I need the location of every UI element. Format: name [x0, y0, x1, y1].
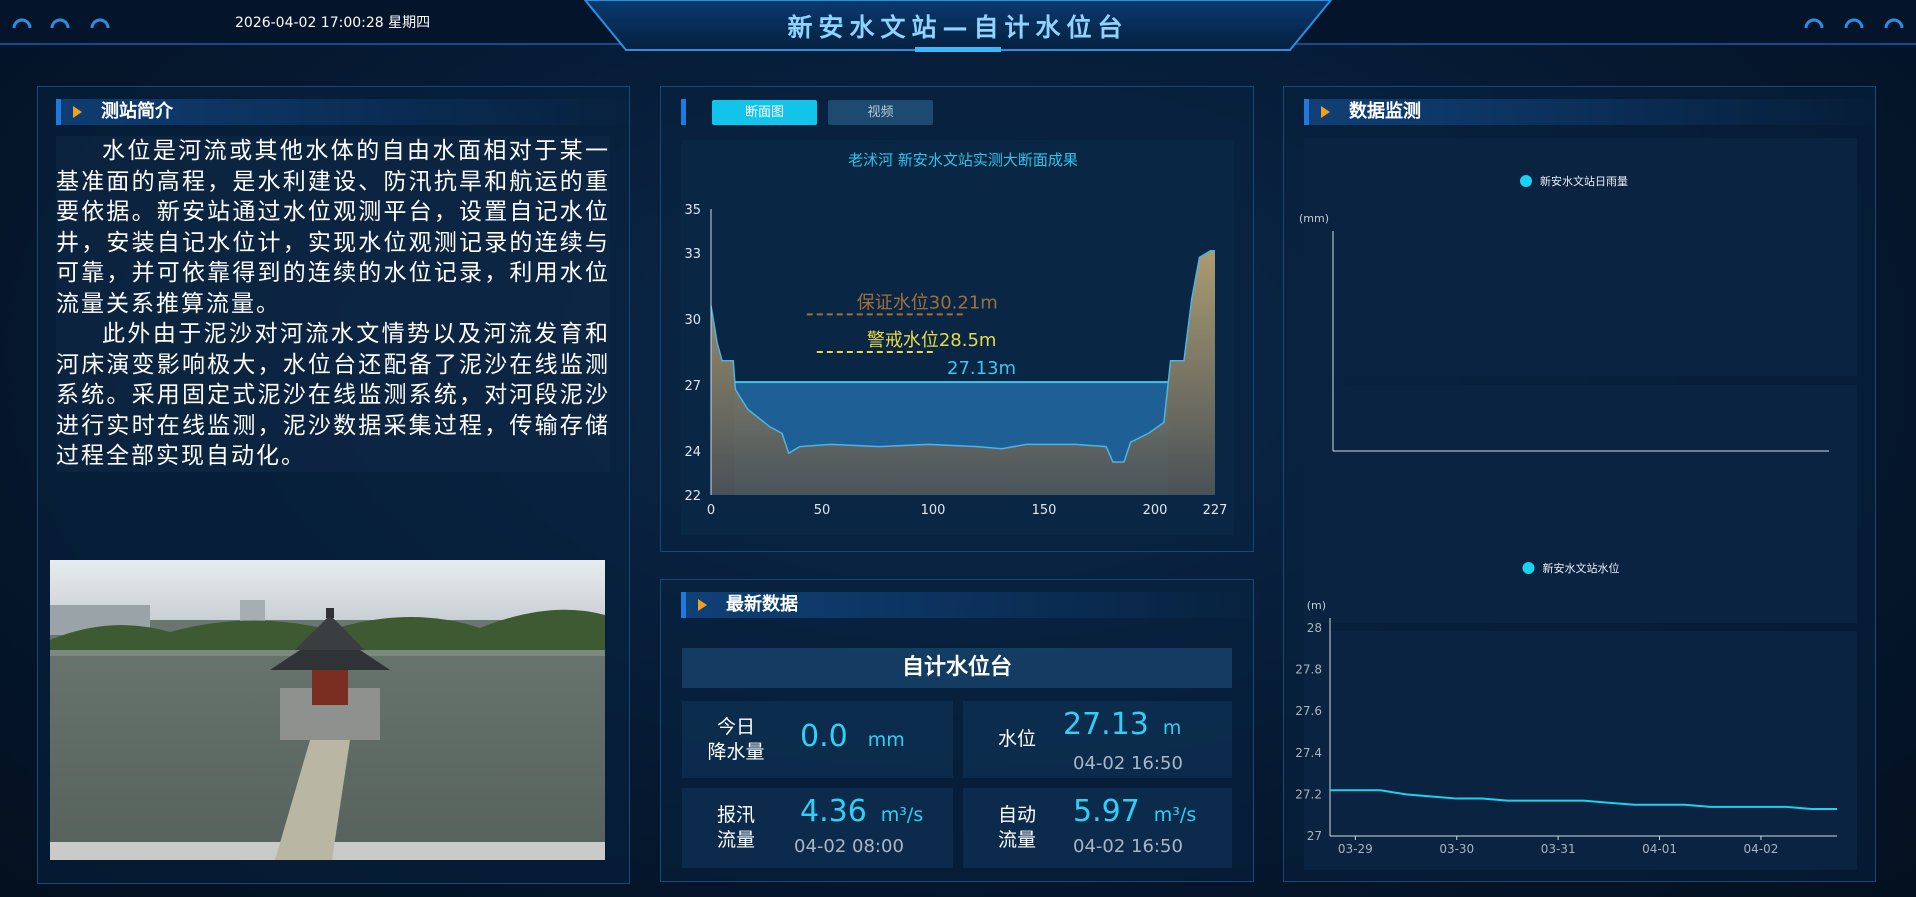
header-icons [12, 18, 1904, 29]
y-tick-label: 27 [1307, 829, 1322, 843]
chart-title: 老沭河 新安水文站实测大断面成果 [848, 151, 1078, 169]
y-tick-label: 24 [684, 445, 701, 460]
legend-marker [1520, 175, 1532, 187]
series-line [1330, 789, 1837, 810]
x-tick-label: 227 [1203, 503, 1228, 518]
reference-label: 警戒水位28.5m [867, 330, 997, 351]
y-tick-label: 27.2 [1295, 787, 1322, 801]
y-tick-label: 30 [684, 313, 701, 328]
data-cell: 水位 27.13 m 04-02 16:50 [963, 701, 1232, 778]
station-photo [50, 560, 605, 860]
cell-value: 4.36 [800, 794, 867, 829]
cell-time: 04-02 16:50 [1073, 836, 1183, 857]
y-tick-label: 27 [684, 379, 701, 394]
header-center [583, 0, 1333, 51]
cell-label: 报汛 流量 [716, 804, 755, 851]
riverbed-profile [710, 250, 1215, 463]
data-cell: 今日 降水量 0.0 mm [682, 701, 953, 778]
latest-subtitle: 自计水位台 [682, 648, 1232, 688]
data-cell: 自动 流量 5.97 m³/s 04-02 16:50 [963, 788, 1232, 868]
section-title: 最新数据 [681, 592, 1266, 618]
x-tick-label: 150 [1032, 503, 1057, 518]
cell-value: 5.97 [1073, 794, 1140, 829]
cell-label: 自动 流量 [997, 804, 1036, 851]
data-cell: 报汛 流量 4.36 m³/s 04-02 08:00 [682, 788, 953, 868]
legend-marker [1522, 562, 1535, 574]
datetime: 2026-04-02 17:00:28 星期四 [235, 15, 431, 31]
cell-unit: m³/s [880, 804, 924, 826]
y-tick-label: 27.8 [1295, 663, 1322, 677]
y-axis-label: (m) [1307, 599, 1326, 612]
y-tick-label: 28 [1307, 621, 1322, 635]
paragraph: 此外由于泥沙对河流水文情势以及河流发育和河床演变影响极大，水位台还配备了泥沙在线… [56, 321, 610, 469]
y-axis-label: (mm) [1299, 212, 1329, 225]
latest-panel [660, 579, 1254, 882]
cell-value: 0.0 [800, 719, 848, 754]
x-tick-label: 04-01 [1642, 842, 1677, 856]
section-marker [681, 99, 686, 125]
paragraph: 水位是河流或其他水体的自由水面相对于某一基准面的高程，是水利建设、防汛抗旱和航运… [56, 138, 610, 317]
cell-label: 今日 降水量 [707, 715, 765, 763]
section-title: 数据监测 [1304, 99, 1889, 125]
tab[interactable]: 断面图 [712, 100, 817, 125]
x-tick-label: 50 [814, 503, 831, 518]
y-tick-label: 27.4 [1295, 746, 1322, 760]
legend-label: 新安水文站水位 [1543, 561, 1620, 575]
water-level-label: 27.13m [947, 358, 1016, 379]
x-tick-label: 03-30 [1439, 842, 1474, 856]
legend-label: 新安水文站日雨量 [1540, 174, 1628, 188]
x-tick-label: 04-02 [1744, 842, 1779, 856]
y-tick-label: 22 [684, 489, 701, 504]
x-tick-label: 200 [1143, 503, 1168, 518]
x-tick-label: 03-31 [1541, 842, 1576, 856]
cell-unit: mm [867, 729, 905, 751]
cell-unit: m [1162, 717, 1182, 739]
reference-label: 保证水位30.21m [857, 292, 998, 313]
cell-time: 04-02 08:00 [794, 836, 904, 857]
cell-label: 水位 [997, 728, 1036, 750]
cell-unit: m³/s [1153, 804, 1197, 826]
x-tick-label: 0 [707, 503, 715, 518]
x-tick-label: 03-29 [1338, 842, 1373, 856]
cell-time: 04-02 16:50 [1073, 753, 1183, 774]
y-tick-label: 35 [684, 203, 701, 218]
header-glow [915, 47, 1001, 52]
monitor-panel [1283, 86, 1876, 882]
cell-value: 27.13 [1063, 707, 1149, 742]
tab[interactable]: 视频 [828, 100, 933, 125]
section-title: 测站简介 [56, 99, 641, 125]
x-tick-label: 100 [921, 503, 946, 518]
y-tick-label: 33 [684, 247, 701, 262]
page-title: 新安水文站—自计水位台 [787, 13, 1129, 42]
intro-text: 水位是河流或其他水体的自由水面相对于某一基准面的高程，是水利建设、防汛抗旱和航运… [56, 136, 610, 472]
y-tick-label: 27.6 [1295, 704, 1322, 718]
